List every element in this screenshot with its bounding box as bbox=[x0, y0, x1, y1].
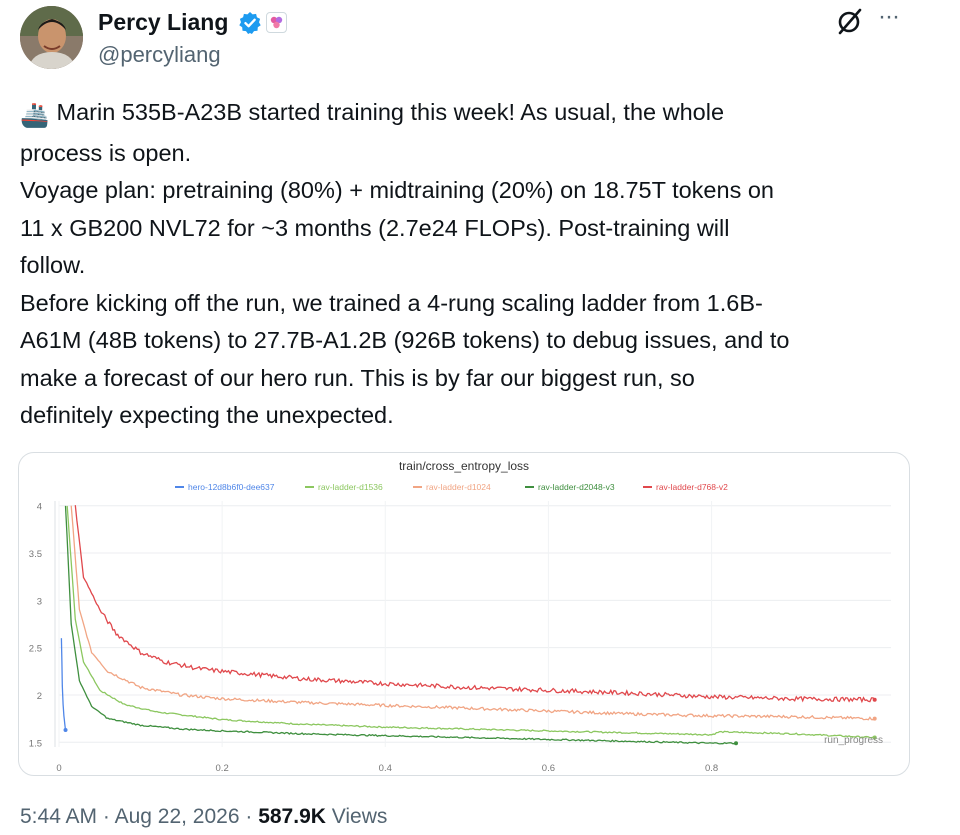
x-axis-label: run_progress bbox=[824, 735, 883, 746]
legend-entry: rav-ladder-d768-v2 bbox=[656, 482, 728, 492]
y-tick-label: 1.5 bbox=[29, 738, 42, 749]
post-line: make a forecast of our hero run. This is… bbox=[20, 364, 695, 391]
legend-entry: rav-ladder-d1536 bbox=[318, 482, 383, 492]
series-line bbox=[66, 505, 875, 739]
post-time[interactable]: 5:44 AM bbox=[20, 805, 98, 828]
x-tick-label: 0.2 bbox=[216, 763, 229, 774]
x-tick-label: 0.4 bbox=[379, 763, 392, 774]
post-line: Before kicking off the run, we trained a… bbox=[20, 289, 763, 316]
loss-chart: train/cross_entropy_loss hero-12d8b6f0-de… bbox=[29, 459, 891, 774]
post-date[interactable]: Aug 22, 2026 bbox=[114, 805, 240, 828]
series-endpoint bbox=[872, 735, 877, 740]
x-tick-label: 0 bbox=[56, 763, 61, 774]
post-meta: 5:44 AM · Aug 22, 2026 · 587.9K Views bbox=[20, 805, 388, 828]
post-line: follow. bbox=[20, 252, 86, 278]
more-options-button[interactable]: ··· bbox=[878, 3, 900, 30]
series-endpoint bbox=[872, 716, 877, 721]
legend-entry: rav-ladder-d2048-v3 bbox=[538, 482, 615, 492]
x-tick-label: 0.8 bbox=[705, 763, 718, 774]
grok-icon[interactable] bbox=[835, 6, 865, 36]
series-line bbox=[70, 505, 876, 721]
y-tick-label: 3.5 bbox=[29, 549, 42, 560]
views-count: 587.9K bbox=[258, 805, 326, 828]
y-tick-label: 4 bbox=[37, 502, 42, 513]
verified-badge-icon bbox=[239, 12, 261, 34]
post-line: 🚢 Marin 535B-A23B started training this … bbox=[20, 94, 920, 135]
chart-title: train/cross_entropy_loss bbox=[399, 459, 529, 473]
x-tick-label: 0.6 bbox=[542, 763, 555, 774]
author-name[interactable]: Percy Liang bbox=[98, 9, 229, 35]
series-endpoint bbox=[63, 727, 68, 732]
series-endpoint bbox=[734, 741, 739, 746]
y-tick-label: 2.5 bbox=[29, 644, 42, 655]
post-body: 🚢 Marin 535B-A23B started training this … bbox=[20, 94, 920, 435]
series-line bbox=[64, 505, 737, 745]
author-handle[interactable]: @percyliang bbox=[98, 42, 221, 67]
y-tick-label: 3 bbox=[37, 596, 42, 607]
post-line: process is open. bbox=[20, 139, 192, 166]
ship-emoji: 🚢 bbox=[20, 102, 50, 128]
y-tick-label: 2 bbox=[37, 691, 42, 702]
series-line bbox=[74, 505, 876, 704]
series-endpoint bbox=[872, 697, 877, 702]
post-line: Voyage plan: pretraining (80%) + midtrai… bbox=[20, 177, 774, 203]
post-line: A61M (48B tokens) to 27.7B-A1.2B (926B t… bbox=[20, 327, 790, 353]
affiliation-badge-icon[interactable] bbox=[266, 12, 287, 33]
post-line: definitely expecting the unexpected. bbox=[20, 402, 394, 428]
series-line bbox=[60, 638, 67, 731]
legend-entry: hero-12d8b6f0-dee637 bbox=[188, 482, 275, 492]
chart-image[interactable]: train/cross_entropy_loss hero-12d8b6f0-de… bbox=[18, 452, 910, 776]
post-line: 11 x GB200 NVL72 for ~3 months (2.7e24 F… bbox=[20, 214, 730, 241]
legend-entry: rav-ladder-d1024 bbox=[426, 482, 491, 492]
views-label: Views bbox=[331, 805, 388, 828]
avatar[interactable] bbox=[20, 6, 83, 69]
